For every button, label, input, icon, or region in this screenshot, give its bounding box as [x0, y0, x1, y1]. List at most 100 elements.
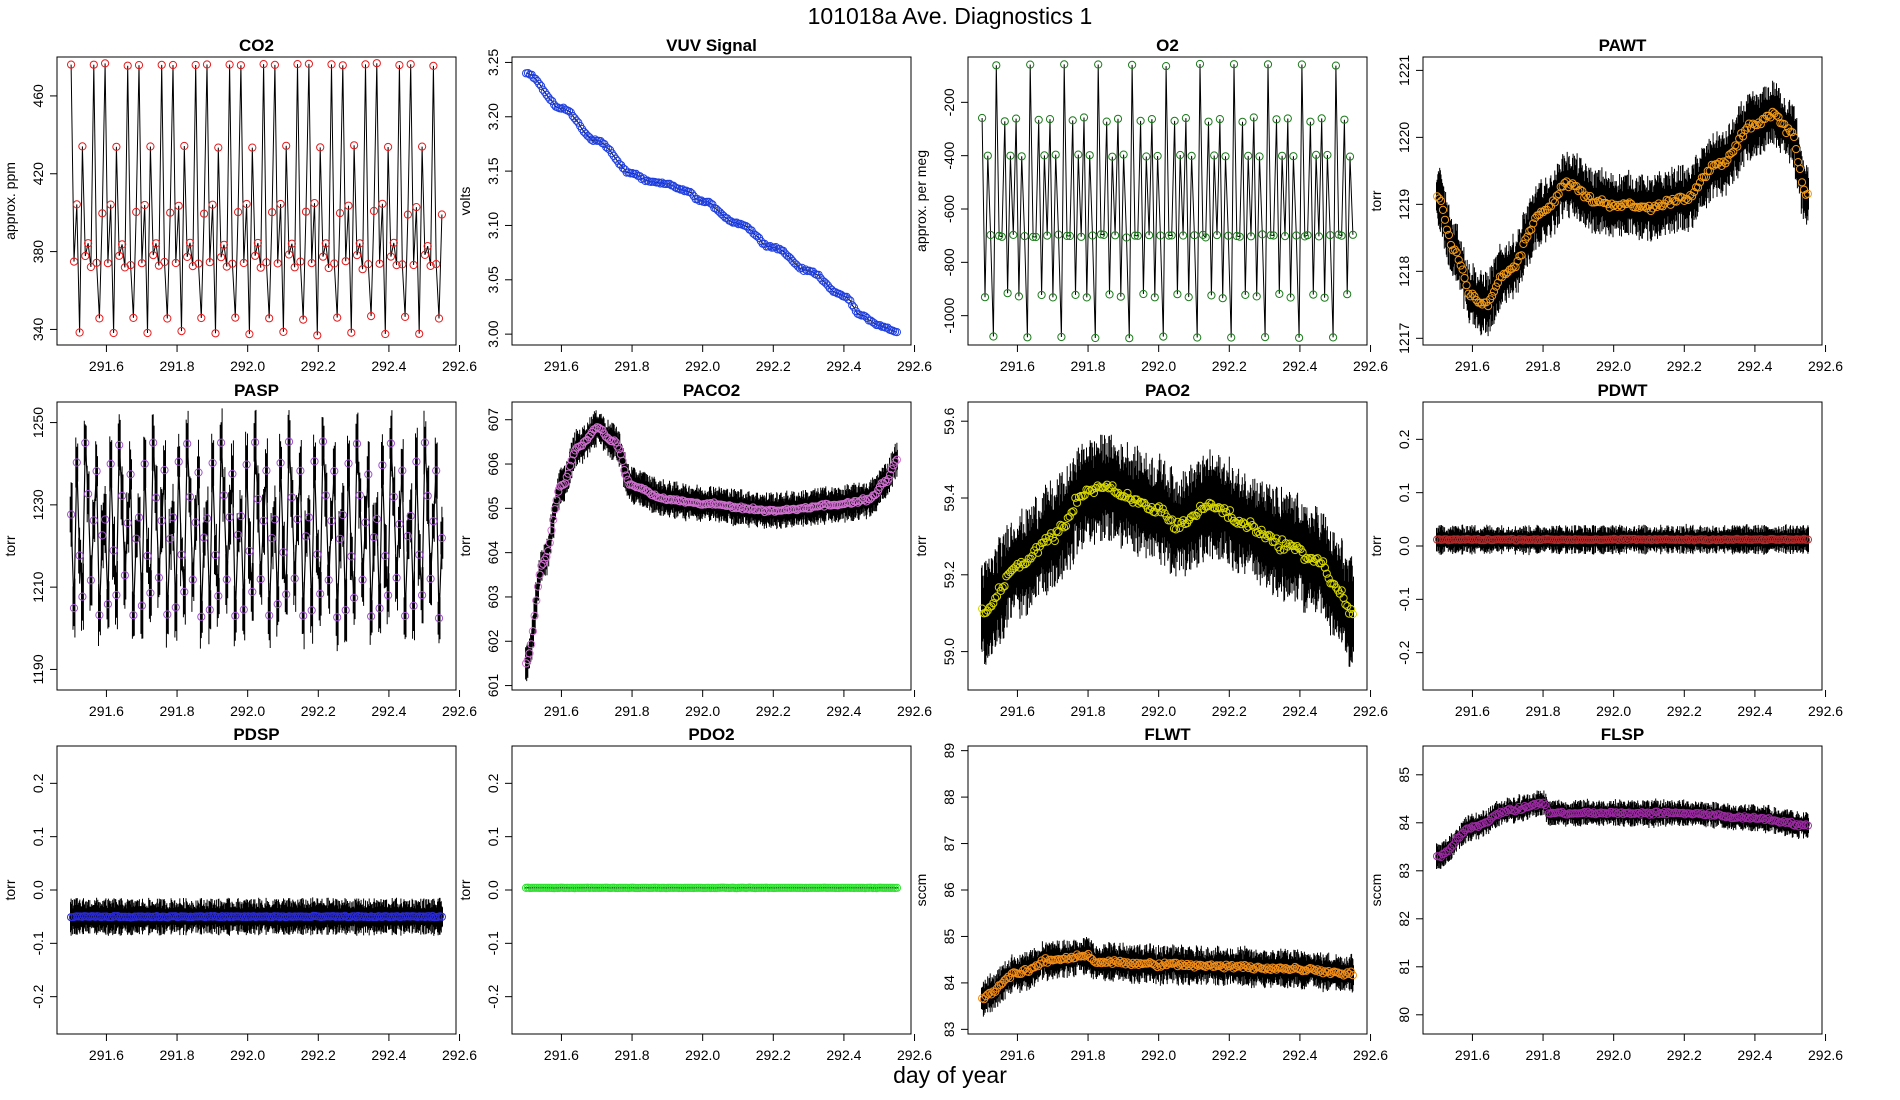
data-point	[197, 612, 206, 621]
data-point	[86, 576, 96, 585]
data-point	[437, 912, 446, 921]
data-point	[293, 515, 302, 524]
data-point	[1212, 231, 1222, 240]
data-point	[109, 328, 118, 338]
data-point	[171, 258, 180, 268]
data-point	[188, 575, 197, 584]
data-point	[137, 259, 146, 268]
data-point	[1170, 116, 1179, 126]
y-tick-label: 88	[941, 789, 957, 805]
data-point	[1519, 239, 1528, 248]
series	[1433, 80, 1813, 337]
noise-band	[981, 937, 1354, 1017]
data-point	[572, 116, 581, 125]
data-point	[1566, 180, 1575, 189]
data-point	[1073, 950, 1082, 959]
data-point	[386, 252, 395, 261]
x-tick-label: 292.6	[1808, 703, 1843, 719]
data-point	[1450, 245, 1459, 254]
data-point	[341, 606, 350, 615]
data-point	[1009, 230, 1018, 239]
data-point	[1580, 808, 1589, 817]
data-point	[352, 439, 362, 448]
data-point	[876, 321, 885, 330]
data-point	[1774, 112, 1783, 122]
data-point	[409, 260, 418, 270]
data-point	[1121, 493, 1130, 502]
panel-title: PASP	[234, 381, 279, 400]
data-point	[1259, 530, 1268, 539]
plot-frame	[511, 745, 912, 1035]
data-point	[245, 546, 254, 556]
data-point	[1716, 810, 1725, 820]
y-axis-label: torr	[457, 879, 473, 900]
panel-flsp: FLSP sccm 291.6 291.8 292.0 292.2 292.4 292.6 80…	[1368, 725, 1843, 1063]
data-point	[892, 883, 902, 892]
x-tick-label: 291.6	[1455, 703, 1490, 719]
data-point	[101, 59, 110, 68]
data-point	[429, 517, 438, 526]
data-point	[1488, 291, 1497, 301]
data-point	[989, 332, 998, 341]
data-point	[1348, 610, 1358, 619]
y-tick-label: 80	[1396, 1007, 1412, 1023]
data-point	[1225, 506, 1235, 515]
data-point	[1790, 132, 1799, 142]
data-point	[1020, 232, 1029, 241]
data-point	[191, 518, 200, 527]
data-point	[1257, 525, 1266, 534]
data-point	[1041, 954, 1050, 963]
data-point	[1130, 231, 1140, 240]
data-point	[1539, 798, 1548, 807]
x-tick-label: 292.4	[1737, 358, 1772, 374]
x-tick-label: 291.6	[89, 358, 124, 374]
x-tick-label: 292.0	[1141, 358, 1176, 374]
data-point	[1195, 59, 1205, 69]
data-point	[1638, 808, 1647, 817]
data-point	[1073, 498, 1082, 507]
data-point	[251, 251, 260, 260]
data-point	[409, 601, 418, 610]
data-point	[174, 457, 183, 466]
data-point	[1071, 290, 1080, 299]
data-point	[1525, 227, 1534, 236]
data-point	[200, 209, 209, 218]
x-tick-label: 292.6	[897, 703, 932, 719]
data-point	[248, 143, 257, 152]
x-tick-label: 292.2	[1212, 1047, 1247, 1063]
data-point	[1466, 292, 1475, 301]
data-point	[282, 590, 291, 599]
panel-pao2: PAO2 torr 291.6 291.8 292.0 292.2 292.4 292.6 59…	[913, 381, 1388, 719]
data-point	[307, 259, 316, 268]
data-point	[1322, 569, 1331, 578]
data-point	[1040, 151, 1049, 160]
y-tick-label: 3.05	[485, 266, 501, 293]
data-point	[1648, 204, 1658, 213]
data-point	[1136, 116, 1145, 126]
data-point	[1019, 966, 1028, 975]
data-point	[151, 239, 161, 248]
data-point	[132, 207, 141, 217]
panel-title: PDWT	[1597, 381, 1648, 400]
data-point	[1192, 960, 1201, 969]
data-point	[239, 258, 248, 268]
data-point	[799, 504, 808, 513]
panel-title: CO2	[239, 36, 274, 55]
plot-frame	[1422, 745, 1823, 1035]
data-point	[1468, 289, 1477, 298]
y-tick-label: -400	[941, 141, 957, 169]
data-point	[75, 328, 84, 337]
data-point	[262, 258, 271, 267]
x-tick-label: 291.6	[544, 703, 579, 719]
data-point	[290, 263, 299, 272]
data-point	[1792, 145, 1801, 154]
data-point	[545, 538, 554, 547]
panel-title: O2	[1156, 36, 1179, 55]
data-point	[140, 200, 149, 210]
data-point	[1119, 957, 1128, 966]
data-point	[1261, 965, 1270, 974]
data-point	[985, 988, 994, 997]
data-point	[219, 240, 229, 249]
panel-pasp: PASP torr 291.6 291.8 292.0 292.2 292.4 292.6 11…	[2, 381, 477, 719]
data-point	[335, 534, 345, 543]
